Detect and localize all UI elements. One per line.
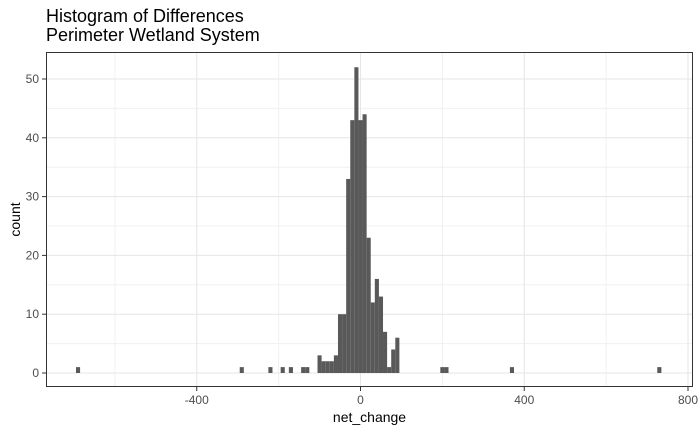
histogram-bar	[342, 314, 347, 373]
histogram-bar	[657, 367, 662, 373]
histogram-bar	[288, 367, 293, 373]
histogram-bar	[346, 178, 351, 373]
y-tick-label: 50	[26, 72, 40, 86]
histogram-bar	[329, 361, 334, 373]
x-axis-title: net_change	[333, 409, 406, 425]
panel-border	[46, 52, 693, 387]
x-tick-label: -400	[185, 393, 209, 407]
x-axis-ticks: -400 0 400 800	[185, 387, 698, 407]
histogram-bar	[321, 361, 326, 373]
histogram-bar	[440, 367, 445, 373]
histogram-bar	[301, 367, 306, 373]
histogram-bar	[509, 367, 515, 373]
y-tick-label: 0	[32, 366, 39, 380]
x-tick-label: 400	[514, 393, 534, 407]
histogram-bar	[350, 120, 355, 373]
x-tick-label: 0	[357, 393, 364, 407]
histogram-bar	[75, 367, 81, 373]
y-tick-label: 10	[26, 307, 40, 321]
histogram-bar	[358, 120, 363, 373]
histogram-bar	[325, 361, 330, 373]
histogram-bar	[333, 355, 338, 373]
histogram-bar	[280, 367, 285, 373]
histogram-bar	[374, 278, 379, 373]
x-tick-label: 800	[678, 393, 698, 407]
histogram-bar	[378, 296, 384, 373]
histogram-bar	[337, 314, 343, 373]
histogram-bar	[362, 114, 367, 373]
histogram-bar	[317, 355, 322, 373]
y-tick-label: 30	[26, 190, 40, 204]
y-axis-ticks: 0 10 20 30 40 50	[26, 72, 46, 380]
y-axis-title: count	[7, 202, 23, 236]
histogram-bar	[391, 349, 396, 373]
histogram-bar	[366, 237, 371, 373]
histogram-bar	[444, 367, 449, 373]
histogram-bar	[354, 67, 359, 374]
histogram-bar	[395, 337, 400, 373]
y-tick-label: 40	[26, 131, 40, 145]
histogram-bar	[239, 367, 244, 373]
histogram-bar	[383, 331, 388, 373]
histogram-bars	[75, 67, 662, 374]
histogram-bar	[370, 302, 375, 373]
histogram-bar	[387, 367, 392, 373]
y-tick-label: 20	[26, 248, 40, 262]
chart-subtitle: Perimeter Wetland System	[46, 25, 260, 45]
chart-title: Histogram of Differences	[46, 6, 244, 26]
histogram-bar	[305, 367, 310, 373]
histogram-bar	[268, 367, 273, 373]
